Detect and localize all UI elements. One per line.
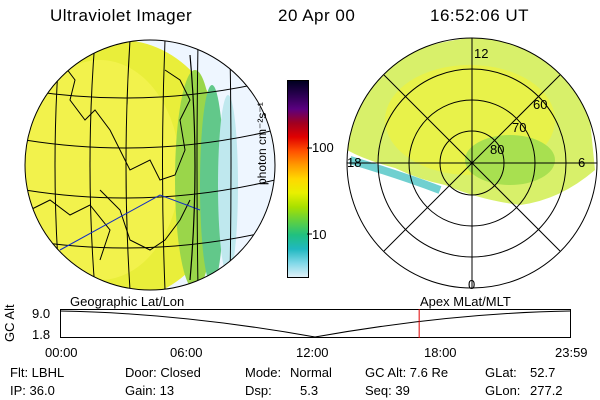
- mode-value: Normal: [290, 365, 332, 380]
- glon-value: 277.2: [530, 383, 563, 398]
- coastline: [44, 59, 191, 181]
- timeline-y-bottom: 1.8: [32, 327, 51, 342]
- mlt-label-12: 12: [474, 46, 489, 61]
- gain-status: Gain: 13: [125, 383, 175, 398]
- polar-mlat-mlt-plot: [346, 37, 598, 289]
- instrument-title: Ultraviolet Imager: [50, 6, 193, 25]
- timeline-y-top: 9.0: [32, 306, 51, 321]
- colorbar-tick-10: 10: [312, 227, 327, 242]
- image-date: 20 Apr 00: [278, 6, 356, 25]
- timeline-y-axis-label: GC Alt: [2, 304, 17, 342]
- timeline-left-title: Geographic Lat/Lon: [70, 294, 185, 309]
- glat-label: GLat:: [485, 365, 517, 380]
- lat-label-70: 70: [512, 120, 527, 135]
- glat-value: 52.7: [530, 365, 556, 380]
- mlt-label-18: 18: [347, 155, 362, 170]
- mode-label: Mode:: [245, 365, 282, 380]
- geographic-globe-image: [24, 39, 276, 291]
- seq-status: Seq: 39: [365, 383, 410, 398]
- x-tick-1800: 18:00: [424, 345, 457, 360]
- colorbar-ticks: [307, 147, 312, 235]
- door-status: Door: Closed: [125, 365, 201, 380]
- ip-status: IP: 36.0: [10, 383, 55, 398]
- filter-status: Flt: LBHL: [10, 365, 65, 380]
- lat-label-60: 60: [533, 97, 548, 112]
- lat-label-80: 80: [490, 142, 505, 157]
- altitude-timeline-plot: [59, 309, 571, 338]
- colorbar-tick-100: 100: [312, 140, 334, 155]
- timeline-right-title: Apex MLat/MLT: [420, 294, 511, 309]
- gc-alt-status: GC Alt: 7.6 Re: [365, 365, 449, 380]
- altitude-curve: [59, 310, 571, 338]
- dsp-value: 5.3: [300, 383, 319, 398]
- x-tick-2359: 23:59: [555, 345, 588, 360]
- x-tick-0000: 00:00: [45, 345, 78, 360]
- coastline: [99, 189, 191, 251]
- glon-label: GLon:: [485, 383, 521, 398]
- coastline: [29, 199, 111, 261]
- dsp-label: Dsp:: [245, 383, 272, 398]
- colorbar: [287, 80, 309, 278]
- x-tick-0600: 06:00: [170, 345, 203, 360]
- x-tick-1200: 12:00: [296, 345, 329, 360]
- mlt-label-0: 0: [468, 277, 476, 292]
- mlt-label-6: 6: [578, 155, 586, 170]
- image-time: 16:52:06 UT: [430, 6, 530, 25]
